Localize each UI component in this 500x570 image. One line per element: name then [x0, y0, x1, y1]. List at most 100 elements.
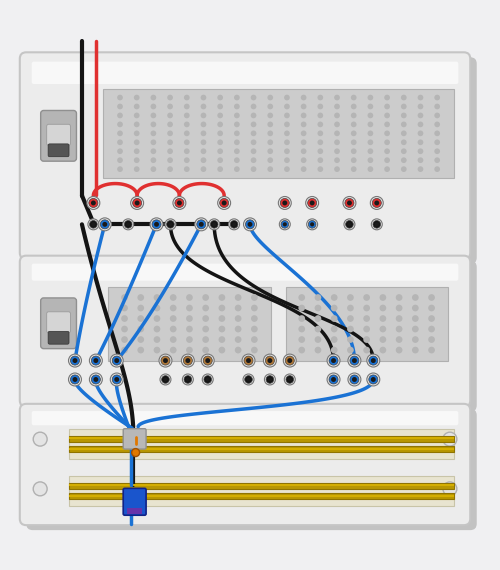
Circle shape	[318, 121, 323, 127]
Circle shape	[92, 356, 100, 365]
Circle shape	[186, 336, 193, 343]
Circle shape	[298, 315, 305, 322]
Circle shape	[434, 95, 440, 100]
Circle shape	[367, 373, 380, 386]
Circle shape	[280, 198, 289, 207]
Circle shape	[268, 377, 272, 381]
Circle shape	[124, 221, 132, 228]
Circle shape	[428, 336, 435, 343]
Circle shape	[251, 336, 258, 343]
Circle shape	[380, 325, 386, 332]
Circle shape	[374, 222, 379, 226]
Circle shape	[282, 201, 288, 205]
Circle shape	[310, 222, 314, 226]
Bar	[68, 493, 454, 499]
Circle shape	[186, 377, 190, 381]
Circle shape	[121, 315, 128, 322]
Circle shape	[134, 95, 140, 100]
Circle shape	[306, 219, 318, 230]
Circle shape	[200, 113, 206, 119]
Circle shape	[384, 140, 390, 145]
Circle shape	[251, 315, 258, 322]
Circle shape	[418, 113, 424, 119]
Circle shape	[344, 219, 355, 230]
Circle shape	[92, 375, 100, 384]
Circle shape	[268, 166, 273, 172]
Circle shape	[396, 315, 402, 322]
Circle shape	[154, 294, 160, 301]
Circle shape	[200, 140, 206, 145]
Circle shape	[154, 336, 160, 343]
Circle shape	[138, 336, 144, 343]
Circle shape	[134, 166, 140, 172]
Circle shape	[199, 222, 203, 227]
Circle shape	[202, 347, 209, 353]
Circle shape	[329, 375, 338, 384]
Circle shape	[318, 113, 323, 119]
Circle shape	[117, 148, 123, 154]
Circle shape	[117, 95, 123, 100]
Circle shape	[434, 166, 440, 172]
Circle shape	[278, 197, 291, 209]
Circle shape	[230, 221, 238, 228]
Circle shape	[117, 140, 123, 145]
Circle shape	[268, 113, 273, 119]
Circle shape	[170, 347, 176, 353]
Circle shape	[126, 222, 130, 226]
Circle shape	[428, 325, 435, 332]
Circle shape	[418, 131, 424, 136]
Circle shape	[347, 336, 354, 343]
Circle shape	[412, 304, 418, 311]
Circle shape	[301, 140, 306, 145]
Circle shape	[170, 336, 176, 343]
Circle shape	[351, 104, 356, 109]
Circle shape	[184, 121, 190, 127]
Circle shape	[117, 131, 123, 136]
Circle shape	[418, 104, 424, 109]
Circle shape	[288, 377, 292, 381]
Circle shape	[152, 220, 161, 229]
Circle shape	[301, 166, 306, 172]
Circle shape	[121, 325, 128, 332]
Circle shape	[91, 201, 96, 205]
Circle shape	[352, 358, 357, 363]
Circle shape	[134, 157, 140, 163]
Circle shape	[168, 222, 172, 226]
Circle shape	[186, 358, 190, 363]
Circle shape	[218, 325, 226, 332]
Circle shape	[234, 157, 239, 163]
Circle shape	[369, 356, 378, 365]
Circle shape	[184, 166, 190, 172]
Circle shape	[250, 157, 256, 163]
Circle shape	[351, 131, 356, 136]
Circle shape	[284, 95, 290, 100]
Circle shape	[348, 354, 361, 367]
Circle shape	[196, 220, 206, 229]
Circle shape	[167, 140, 173, 145]
Circle shape	[318, 95, 323, 100]
Circle shape	[284, 374, 295, 385]
Circle shape	[434, 113, 440, 119]
Circle shape	[384, 166, 390, 172]
Circle shape	[298, 294, 305, 301]
FancyBboxPatch shape	[32, 411, 459, 425]
Circle shape	[351, 166, 356, 172]
Circle shape	[350, 375, 359, 384]
Circle shape	[244, 218, 256, 231]
Circle shape	[368, 148, 374, 154]
Circle shape	[200, 157, 206, 163]
Circle shape	[368, 131, 374, 136]
Circle shape	[251, 304, 258, 311]
Circle shape	[94, 377, 98, 382]
FancyBboxPatch shape	[26, 57, 476, 264]
Circle shape	[134, 148, 140, 154]
FancyBboxPatch shape	[20, 52, 470, 259]
Circle shape	[268, 148, 273, 154]
Circle shape	[301, 113, 306, 119]
Circle shape	[284, 140, 290, 145]
Circle shape	[380, 347, 386, 353]
Circle shape	[284, 148, 290, 154]
Circle shape	[150, 218, 163, 231]
Circle shape	[251, 347, 258, 353]
Circle shape	[351, 95, 356, 100]
